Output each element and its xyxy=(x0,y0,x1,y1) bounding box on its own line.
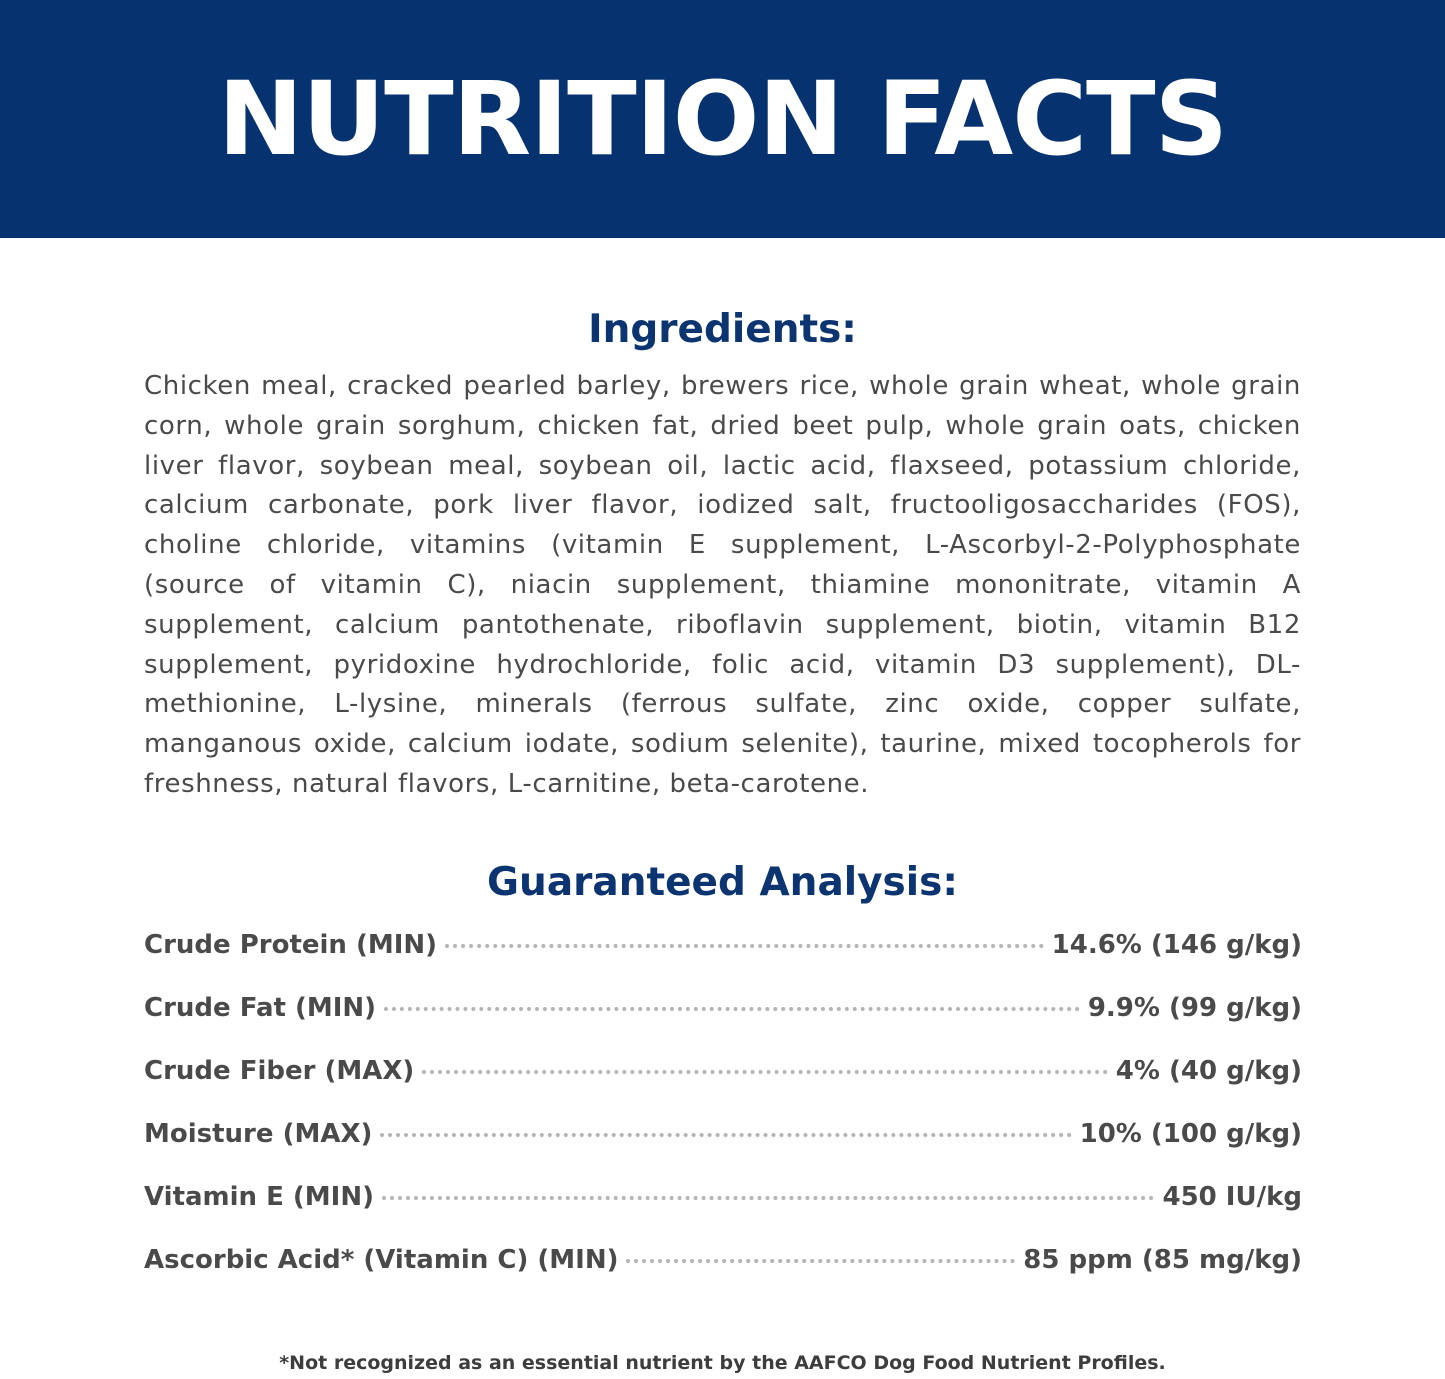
analysis-row: Crude Protein (MIN) 14.6% (146 g/kg) xyxy=(144,930,1302,960)
dot-leader xyxy=(422,1070,1108,1074)
dot-leader xyxy=(626,1259,1016,1263)
nutrient-value: 10% (100 g/kg) xyxy=(1079,1119,1302,1149)
dot-leader xyxy=(380,1133,1072,1137)
dot-leader xyxy=(445,944,1044,948)
analysis-row: Vitamin E (MIN) 450 IU/kg xyxy=(144,1182,1302,1212)
analysis-row: Crude Fiber (MAX) 4% (40 g/kg) xyxy=(144,1056,1302,1086)
ingredients-heading: Ingredients: xyxy=(588,307,857,352)
ingredients-text: Chicken meal, cracked pearled barley, br… xyxy=(144,371,1301,799)
dot-leader xyxy=(382,1196,1155,1200)
analysis-row: Crude Fat (MIN) 9.9% (99 g/kg) xyxy=(144,993,1302,1023)
nutrient-value: 9.9% (99 g/kg) xyxy=(1087,993,1302,1023)
nutrient-label: Crude Fiber (MAX) xyxy=(144,1056,415,1086)
analysis-row: Ascorbic Acid* (Vitamin C) (MIN) 85 ppm (… xyxy=(144,1245,1302,1275)
dot-leader xyxy=(384,1007,1080,1011)
nutrient-label: Crude Fat (MIN) xyxy=(144,993,377,1023)
nutrient-label: Crude Protein (MIN) xyxy=(144,930,438,960)
title-banner: NUTRITION FACTS xyxy=(0,0,1445,238)
nutrient-value: 450 IU/kg xyxy=(1162,1182,1302,1212)
nutrient-label: Vitamin E (MIN) xyxy=(144,1182,375,1212)
page-title: NUTRITION FACTS xyxy=(217,59,1228,179)
nutrient-value: 14.6% (146 g/kg) xyxy=(1051,930,1302,960)
nutrient-value: 4% (40 g/kg) xyxy=(1115,1056,1302,1086)
nutrient-value: 85 ppm (85 mg/kg) xyxy=(1023,1245,1302,1275)
analysis-row: Moisture (MAX) 10% (100 g/kg) xyxy=(144,1119,1302,1149)
analysis-heading: Guaranteed Analysis: xyxy=(487,860,958,905)
nutrient-label: Moisture (MAX) xyxy=(144,1119,373,1149)
footnote: *Not recognized as an essential nutrient… xyxy=(279,1352,1166,1374)
nutrient-label: Ascorbic Acid* (Vitamin C) (MIN) xyxy=(144,1245,619,1275)
